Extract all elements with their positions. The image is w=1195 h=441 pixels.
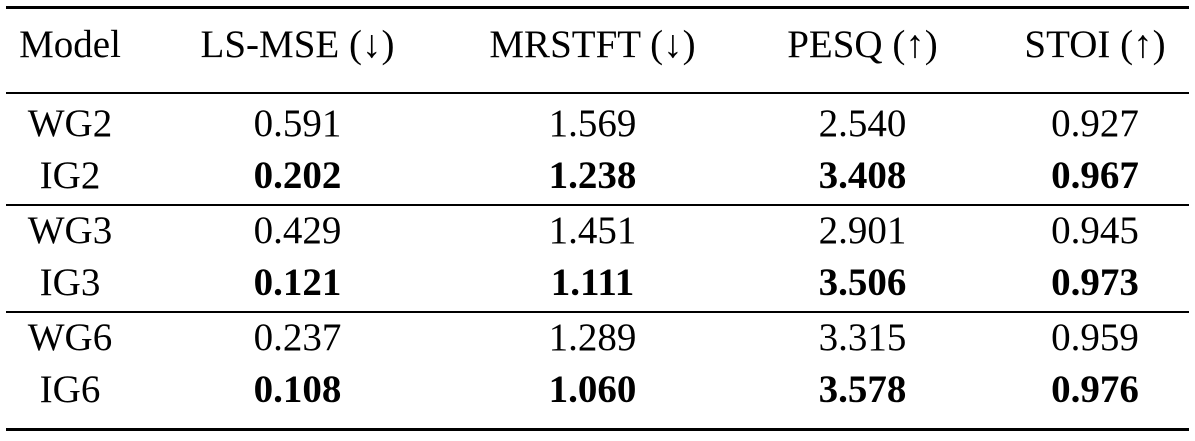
row-label: WG6 xyxy=(27,316,113,359)
header-cell: PESQ (↑) xyxy=(787,23,938,66)
value-cell: 0.108 xyxy=(253,368,342,411)
value-cell: 0.121 xyxy=(253,261,342,304)
value-cell: 2.540 xyxy=(818,102,907,145)
value-cell: 0.591 xyxy=(253,102,342,145)
value-cell: 0.927 xyxy=(1051,102,1139,145)
value-cell: 0.959 xyxy=(1051,316,1139,359)
value-cell: 1.111 xyxy=(550,261,635,304)
table-row: WG2 0.591 1.569 2.540 0.927 xyxy=(0,98,1195,150)
row-label: Model xyxy=(19,23,121,66)
table-row: WG6 0.237 1.289 3.315 0.959 xyxy=(0,312,1195,364)
row-label: WG3 xyxy=(27,209,113,252)
value-cell: 1.451 xyxy=(548,209,637,252)
header-row: Model LS-MSE (↓) MRSTFT (↓) PESQ (↑) STOI (↑… xyxy=(0,19,1195,71)
header-cell: STOI (↑) xyxy=(1024,23,1166,66)
value-cell: 0.973 xyxy=(1051,261,1139,304)
value-cell: 3.578 xyxy=(818,368,907,411)
header-cell: MRSTFT (↓) xyxy=(489,23,696,66)
value-cell: 1.289 xyxy=(548,316,637,359)
row-label: IG3 xyxy=(39,261,101,304)
table-row: IG3 0.121 1.111 3.506 0.973 xyxy=(0,257,1195,309)
row-label: IG2 xyxy=(39,154,101,197)
table-row: IG6 0.108 1.060 3.578 0.976 xyxy=(0,364,1195,416)
group-rule xyxy=(6,311,1189,313)
value-cell: 0.202 xyxy=(253,154,342,197)
row-label: WG2 xyxy=(27,102,113,145)
value-cell: 0.237 xyxy=(253,316,342,359)
group-rule xyxy=(6,204,1189,206)
value-cell: 0.429 xyxy=(253,209,342,252)
value-cell: 1.569 xyxy=(548,102,637,145)
row-label: IG6 xyxy=(39,368,101,411)
header-cell: LS-MSE (↓) xyxy=(200,23,395,66)
value-cell: 1.060 xyxy=(548,368,637,411)
header-rule xyxy=(6,92,1189,94)
bottom-rule xyxy=(6,428,1189,431)
value-cell: 3.506 xyxy=(818,261,907,304)
table-row: IG2 0.202 1.238 3.408 0.967 xyxy=(0,150,1195,202)
value-cell: 0.976 xyxy=(1051,368,1139,411)
table-row: WG3 0.429 1.451 2.901 0.945 xyxy=(0,205,1195,257)
value-cell: 0.967 xyxy=(1051,154,1139,197)
value-cell: 3.315 xyxy=(818,316,907,359)
top-rule xyxy=(6,6,1189,9)
value-cell: 2.901 xyxy=(818,209,907,252)
value-cell: 1.238 xyxy=(548,154,637,197)
value-cell: 3.408 xyxy=(818,154,907,197)
value-cell: 0.945 xyxy=(1051,209,1139,252)
